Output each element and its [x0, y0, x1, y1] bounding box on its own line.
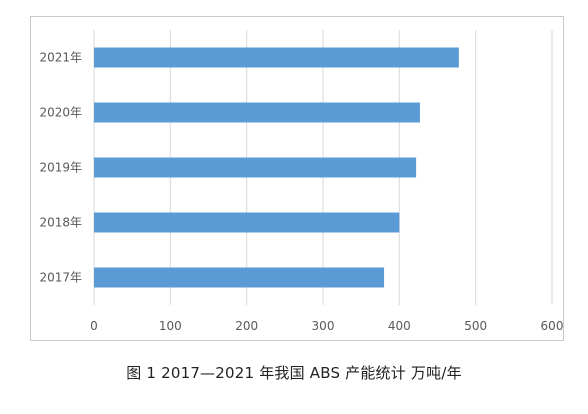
figure-caption: 图 1 2017—2021 年我国 ABS 产能统计 万吨/年 — [126, 364, 462, 382]
bar — [94, 267, 385, 288]
x-tick-label: 100 — [159, 319, 182, 333]
x-tick-label: 400 — [388, 319, 411, 333]
x-tick-label: 200 — [235, 319, 258, 333]
bar — [94, 212, 400, 233]
y-tick-label: 2018年 — [39, 216, 82, 230]
y-tick-label: 2021年 — [39, 51, 82, 65]
y-tick-label: 2020年 — [39, 106, 82, 120]
y-tick-label: 2019年 — [39, 161, 82, 175]
x-tick-label: 300 — [312, 319, 335, 333]
y-tick-label: 2017年 — [39, 271, 82, 285]
x-tick-label: 0 — [90, 319, 98, 333]
x-tick-label: 600 — [541, 319, 564, 333]
x-tick-label: 500 — [464, 319, 487, 333]
bar — [94, 102, 420, 123]
bar — [94, 47, 459, 68]
bar — [94, 157, 417, 178]
